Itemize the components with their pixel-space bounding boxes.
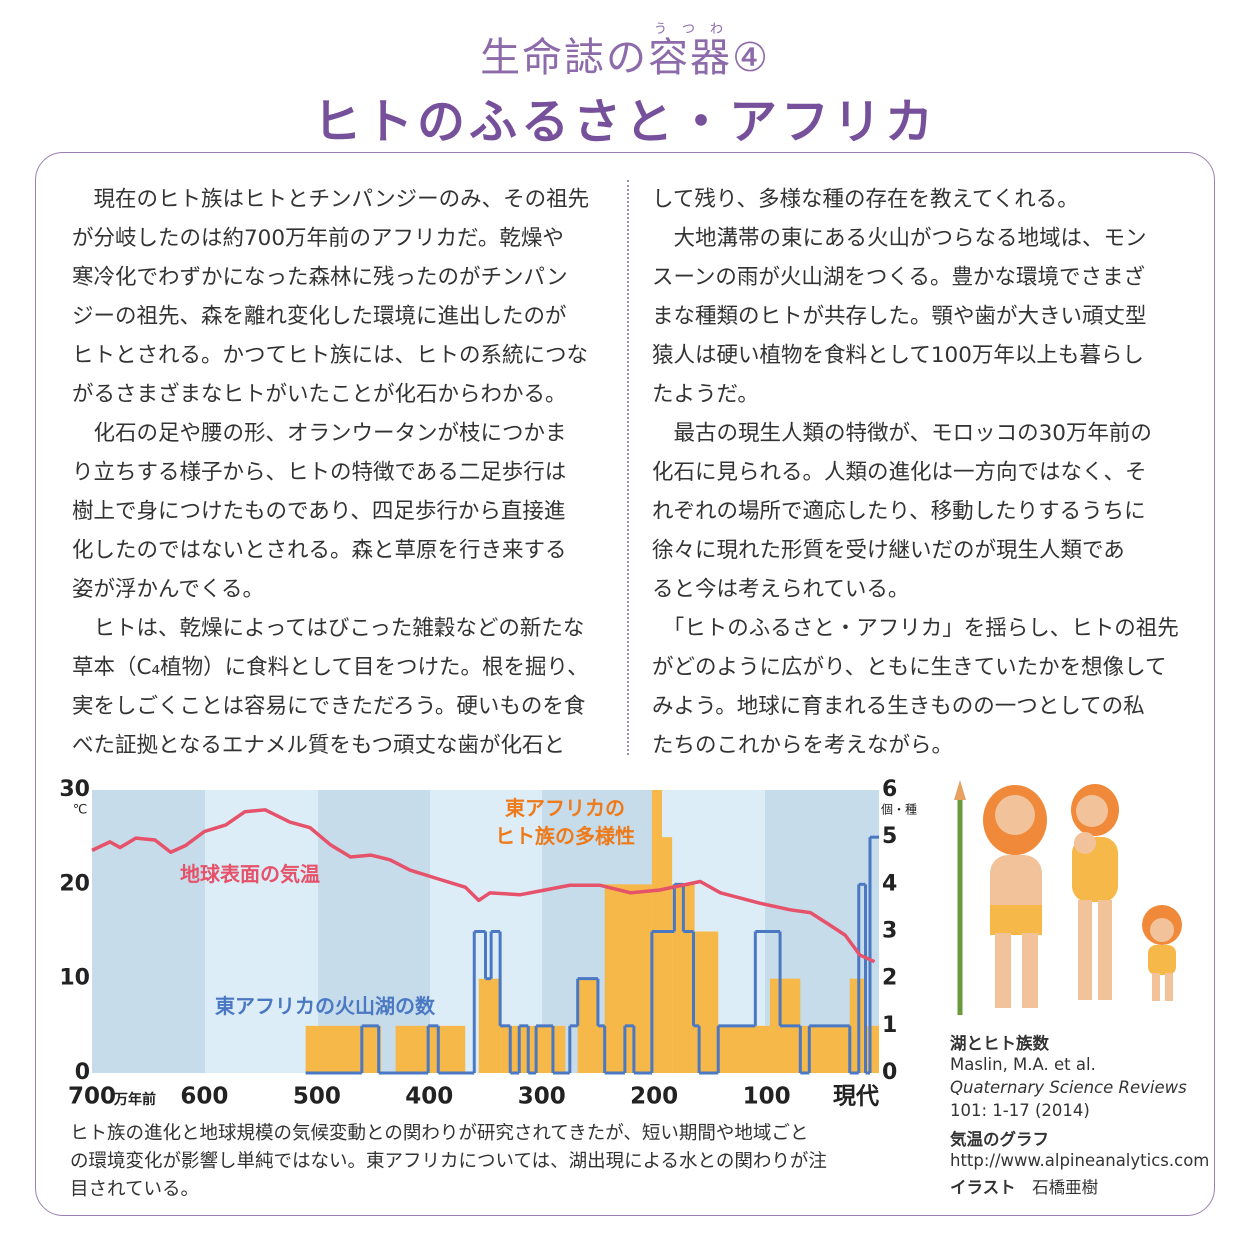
text-line: 化したのではないとされる。森と草原を行き来する	[72, 538, 567, 563]
series-label: 東アフリカの ヒト族の多様性	[495, 796, 635, 848]
x-tick-label: 600	[180, 1084, 228, 1110]
text-line: みよう。地球に育まれる生きものの一つとしての私	[652, 694, 1145, 719]
text-line: まな種類のヒトが共存した。顎や歯が大きい頑丈型	[652, 304, 1147, 329]
text-line: 化石に見られる。人類の進化は一方向ではなく、そ	[652, 460, 1147, 485]
credit-text: 石橋亜樹	[1032, 1178, 1099, 1197]
y-tick-label: 0	[75, 1060, 90, 1085]
x-tick-label: 200	[630, 1084, 678, 1110]
credit-text: http://www.alpineanalytics.com	[950, 1151, 1210, 1170]
y2-tick-label: 3	[882, 919, 897, 944]
text-line: 最古の現生人類の特徴が、モロッコの30万年前の	[652, 421, 1152, 446]
text-line: たようだ。	[652, 382, 759, 407]
credit-text: 101: 1-17 (2014)	[950, 1101, 1090, 1120]
y2-tick-label: 6	[882, 777, 897, 802]
y2-tick-label: 0	[882, 1060, 897, 1085]
text-line: ると今は考えられている。	[652, 577, 910, 602]
x-tick-label: 400	[405, 1084, 453, 1110]
credit-heading: イラスト	[950, 1178, 1016, 1197]
caption-line: の環境変化が影響し単純ではない。東アフリカについては、湖出現による水との関わりが…	[70, 1151, 827, 1172]
credit-text: Quaternary Science Reviews	[950, 1078, 1187, 1097]
text-line: べた証拠となるエナメル質をもつ頑丈な歯が化石と	[72, 733, 565, 758]
y2-tick-label: 1	[882, 1013, 897, 1038]
bar	[577, 978, 598, 1073]
series-number: ④	[732, 35, 770, 81]
x-tick-label: 300	[518, 1084, 566, 1110]
text-line: 草本（C₄植物）に食料として目をつけた。根を掘り、	[72, 655, 589, 680]
credit-text: Maslin, M.A. et al.	[950, 1055, 1096, 1074]
credit-heading: 気温のグラフ	[950, 1130, 1049, 1149]
text-line: がどのように広がり、ともに生きていたかを想像して	[652, 655, 1167, 680]
credit-heading: 湖とヒト族数	[950, 1034, 1049, 1053]
bar	[800, 1025, 850, 1073]
text-line: が分岐したのは約700万年前のアフリカだ。乾燥や	[72, 226, 564, 251]
column: 現在のヒト族はヒトとチンパンジーのみ、その祖先 が分岐したのは約700万年前のアフ…	[72, 180, 612, 765]
x-tick-label: 700	[68, 1084, 116, 1110]
bar	[718, 1025, 770, 1073]
text-line: 寒冷化でわずかになった森林に残ったのがチンパン	[72, 265, 568, 290]
line	[91, 808, 876, 964]
series-title: 生命誌の容器うつわ④	[0, 22, 1250, 83]
text-line: ヒトは、乾燥によってはびこった雑穀などの新たな	[72, 616, 585, 641]
text-line: 姿が浮かんでくる。	[72, 577, 264, 602]
column-divider	[627, 180, 629, 755]
text-line: たちのこれからを考えながら。	[652, 733, 954, 758]
column: して残り、多様な種の存在を教えてくれる。 大地溝帯の東にある火山がつらなる地域は…	[652, 180, 1192, 765]
chart: 0 10 20 30℃ 0 1 2 3 4 5 6個・種 700 600 500 400 300 200 100 現…	[59, 777, 917, 1110]
text-line: 徐々に現れた形質を受け継いだのが現生人類であ	[652, 538, 1125, 563]
bar	[395, 1025, 466, 1073]
text-line: れぞれの場所で適応したり、移動したりするうちに	[652, 499, 1146, 524]
y2-tick-label: 2	[882, 966, 897, 991]
y-tick-label: 10	[59, 966, 90, 991]
band	[92, 790, 205, 1073]
ruby-base: 容器	[648, 35, 733, 81]
ruby-text: うつわ	[648, 22, 733, 37]
y-tick-label: 20	[59, 871, 90, 896]
frame	[35, 152, 1215, 1216]
y2-unit: 個・種	[881, 803, 917, 817]
y-unit: ℃	[73, 803, 88, 818]
text-line: 化石の足や腰の形、オランウータンが枝につかま	[72, 421, 567, 446]
text-line: 樹上で身につけたものであり、四足歩行から直接進	[72, 499, 566, 524]
band	[205, 790, 318, 1073]
y2-tick-label: 5	[882, 824, 897, 849]
text-line: 猿人は硬い植物を食料として100万年以上も暮らし	[652, 343, 1144, 368]
bar	[305, 1025, 381, 1073]
credit-line: イラスト 石橋亜樹	[950, 1174, 1098, 1198]
x-tick-label: 500	[293, 1084, 341, 1110]
caption: ヒト族の進化と地球規模の気候変動との関わりが研究されてきたが、短い期間や地域ごと…	[70, 1120, 827, 1204]
text-line: 実をしごくことは容易にできただろう。硬いものを食	[72, 694, 586, 719]
bar	[866, 1025, 879, 1073]
bar	[604, 884, 652, 1073]
series-name: 生命誌の	[480, 35, 649, 81]
chart-area: 0 10 20 30 ℃ 0 1 2 3 4 5 6 個・種 700 600 500 400 300 200 100 現…	[40, 770, 920, 1115]
text-line: して残り、多様な種の存在を教えてくれる。	[652, 187, 1079, 212]
x-tick-label: 現代	[833, 1084, 879, 1110]
x-unit: 万年前	[113, 1091, 156, 1108]
bar	[662, 837, 673, 1073]
caption-line: 目されている。	[70, 1179, 199, 1200]
illustration	[954, 780, 1182, 1015]
series-label: 地球表面の気温	[180, 862, 320, 886]
series-label: 東アフリカの火山湖の数	[215, 994, 435, 1018]
bar	[478, 978, 501, 1073]
y-tick-label: 30	[59, 777, 90, 802]
text-line: スーンの雨が火山湖をつくる。豊かな環境でさまざ	[652, 265, 1145, 290]
x-tick-label: 100	[743, 1084, 791, 1110]
text-line: がるさまざまなヒトがいたことが化石からわかる。	[72, 382, 567, 407]
y2-tick-label: 4	[882, 871, 897, 896]
text-line: ヒトとされる。かつてヒト族には、ヒトの系統につな	[72, 343, 589, 368]
text-line: ジーの祖先、森を離れ変化した環境に進出したのが	[72, 304, 567, 329]
caption-line: ヒト族の進化と地球規模の気候変動との関わりが研究されてきたが、短い期間や地域ごと	[70, 1123, 809, 1144]
text-line: 現在のヒト族はヒトとチンパンジーのみ、その祖先	[72, 187, 590, 212]
bar	[597, 1025, 605, 1073]
text-line: 大地溝帯の東にある火山がつらなる地域は、モン	[652, 226, 1147, 251]
title: ヒトのふるさと・アフリカ	[312, 94, 937, 150]
ruby: 容器うつわ	[648, 22, 733, 81]
text-line: り立ちする様子から、ヒトの特徴である二足歩行は	[72, 460, 567, 485]
text-line: 「ヒトのふるさと・アフリカ」を揺らし、ヒトの祖先	[652, 616, 1179, 641]
